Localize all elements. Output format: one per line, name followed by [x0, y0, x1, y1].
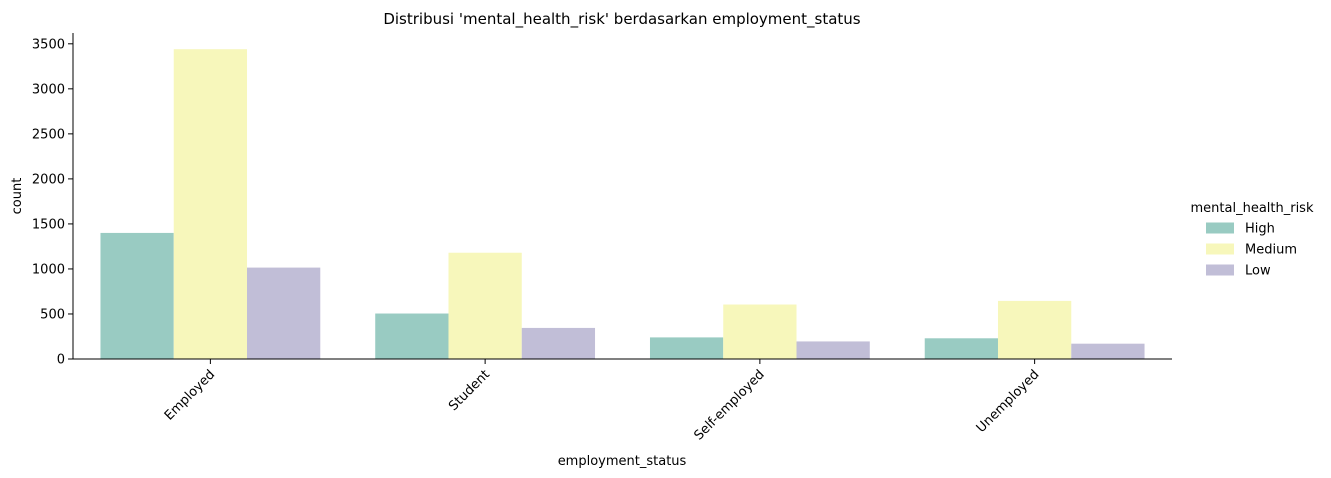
- chart-title: Distribusi 'mental_health_risk' berdasar…: [383, 10, 860, 29]
- y-tick-label: 0: [57, 353, 65, 368]
- bar-low-employed: [247, 267, 321, 359]
- y-axis-label: count: [10, 178, 25, 215]
- y-tick-label: 1500: [32, 217, 65, 232]
- bar-high-employed: [100, 232, 174, 359]
- y-tick-label: 3000: [32, 82, 65, 97]
- y-tick-label: 500: [40, 307, 65, 322]
- legend-label-medium: Medium: [1245, 243, 1297, 258]
- legend-title: mental_health_risk: [1191, 201, 1314, 216]
- bar-high-student: [375, 313, 449, 359]
- legend: mental_health_risk High Medium Low: [1191, 201, 1314, 279]
- bar-high-self-employed: [649, 337, 724, 359]
- bar-medium-student: [448, 252, 522, 359]
- legend-swatch-low: [1206, 264, 1234, 276]
- bar-medium-unemployed: [997, 300, 1072, 359]
- bar-medium-self-employed: [723, 304, 797, 359]
- bar-high-unemployed: [924, 338, 998, 359]
- bar-low-unemployed: [1071, 343, 1145, 359]
- x-axis: Employed Student Self-employed Unemployed: [73, 358, 1172, 443]
- legend-swatch-high: [1206, 222, 1234, 234]
- bars-group: [100, 49, 1145, 360]
- legend-label-high: High: [1245, 222, 1275, 237]
- y-tick-label: 3500: [32, 37, 65, 52]
- x-tick-label-unemployed: Unemployed: [974, 367, 1043, 436]
- legend-swatch-medium: [1206, 243, 1234, 255]
- bar-medium-employed: [173, 49, 248, 360]
- x-tick-label-self-employed: Self-employed: [691, 367, 767, 443]
- legend-label-low: Low: [1245, 264, 1271, 279]
- bar-low-student: [521, 327, 596, 359]
- y-tick-label: 1000: [32, 262, 65, 277]
- bar-low-self-employed: [796, 341, 870, 359]
- y-tick-label: 2000: [32, 172, 65, 187]
- x-axis-label: employment_status: [558, 454, 687, 469]
- x-tick-label-employed: Employed: [162, 367, 218, 423]
- x-tick-label-student: Student: [446, 367, 493, 414]
- y-axis: 0 500 1000 1500 2000 2500 3000 3500: [32, 33, 74, 368]
- y-tick-label: 2500: [32, 127, 65, 142]
